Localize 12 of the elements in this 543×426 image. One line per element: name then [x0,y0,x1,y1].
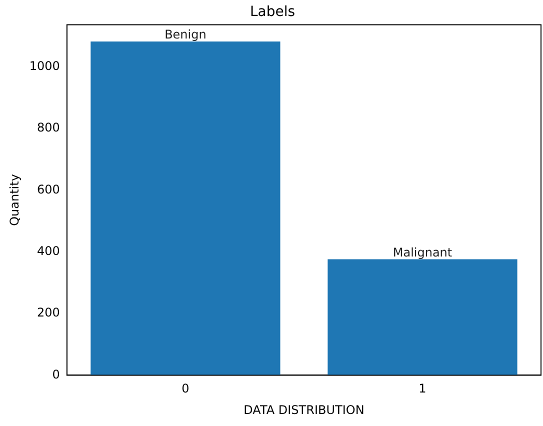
chart-title: Labels [250,4,296,20]
y-tick-label: 400 [37,244,60,258]
x-tick-label: 1 [418,382,426,396]
y-tick-label: 0 [52,367,60,382]
y-tick-label: 600 [37,182,60,196]
y-tick-label: 1000 [29,58,60,73]
y-axis-title: Quantity [7,174,22,226]
y-tick-label: 200 [37,306,60,320]
y-tick-label: 800 [37,120,60,135]
annotation: Benign [164,28,206,42]
x-axis-title: DATA DISTRIBUTION [244,402,364,417]
annotation: Malignant [392,245,452,260]
